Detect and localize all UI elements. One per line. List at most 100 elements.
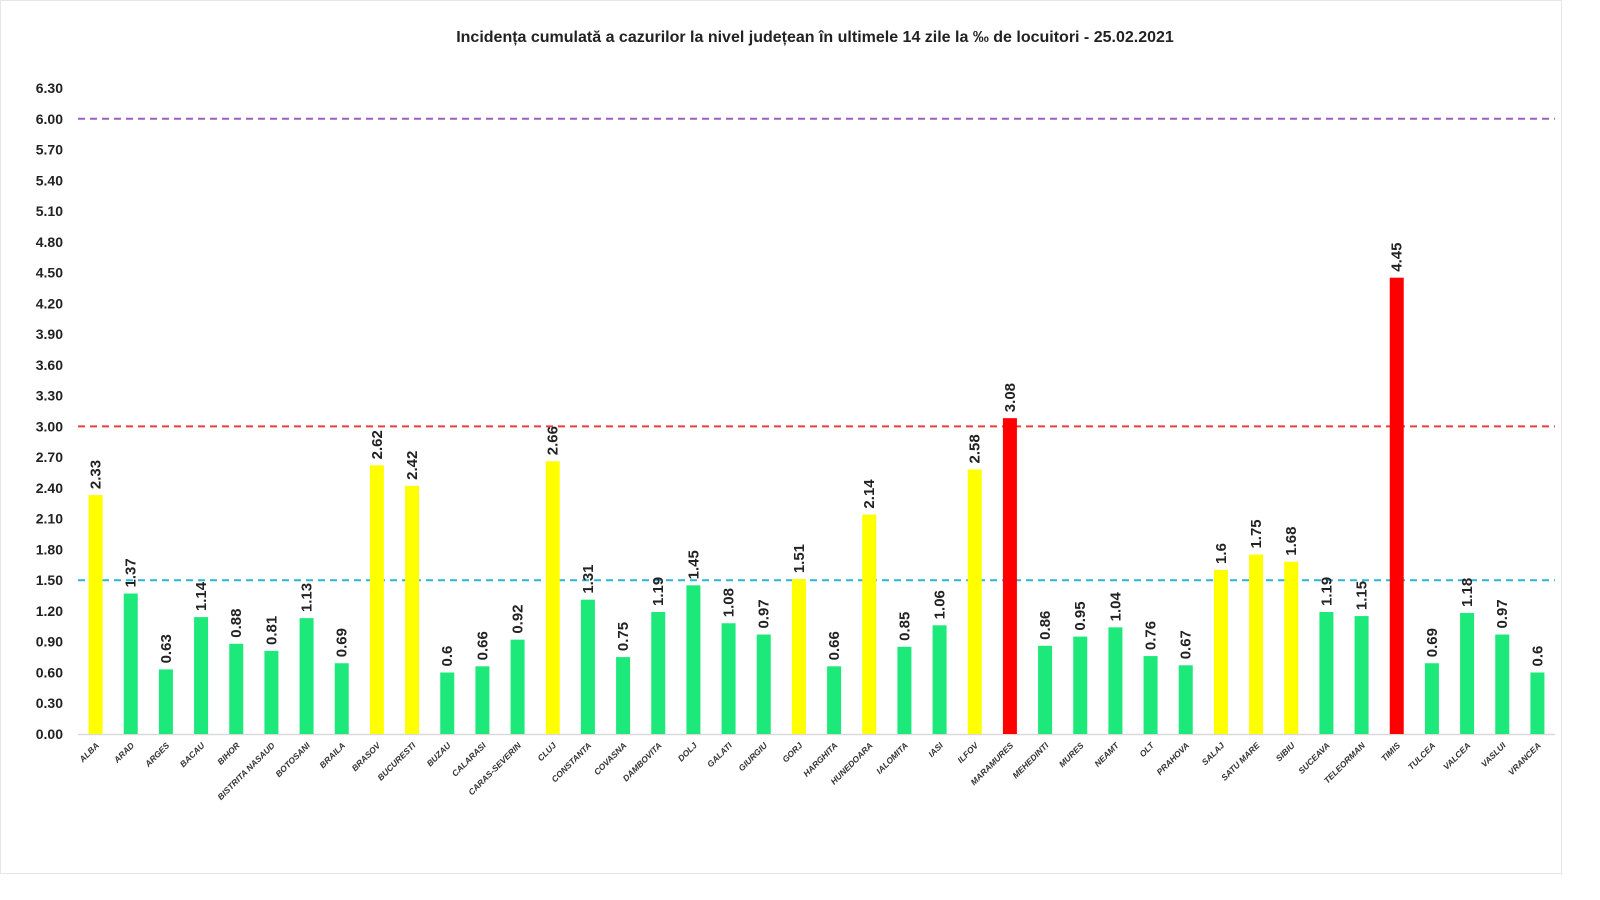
data-label: 1.04: [1107, 592, 1124, 622]
bar: [194, 617, 209, 734]
data-label: 1.19: [650, 577, 667, 606]
data-label: 0.6: [439, 646, 456, 667]
x-tick-label: GIURGIU: [736, 740, 769, 773]
data-label: 2.14: [861, 479, 878, 509]
data-label: 0.92: [510, 604, 527, 633]
y-tick-label: 4.50: [36, 265, 63, 281]
y-tick-label: 0.60: [36, 664, 63, 680]
data-label: 0.69: [334, 628, 351, 657]
data-label: 3.08: [1002, 383, 1019, 412]
bar: [1284, 561, 1299, 734]
data-label: 1.13: [299, 583, 316, 612]
x-tick-label: ARGES: [142, 740, 171, 769]
bar: [897, 646, 912, 734]
data-label: 1.31: [580, 564, 597, 593]
bar: [1424, 663, 1439, 734]
y-tick-label: 3.60: [36, 357, 63, 373]
bar: [862, 514, 877, 734]
x-tick-label: MEHEDINTI: [1010, 740, 1051, 781]
bar: [1319, 611, 1334, 734]
data-label: 2.62: [369, 430, 386, 459]
data-label: 0.63: [158, 634, 175, 663]
x-tick-label: BIHOR: [215, 740, 242, 767]
bar: [440, 672, 455, 734]
bar: [791, 579, 806, 734]
x-tick-label: SUCEAVA: [1296, 740, 1332, 776]
bar: [264, 650, 279, 734]
data-label: 1.06: [932, 590, 949, 619]
bar: [1389, 277, 1404, 734]
bar: [299, 618, 314, 734]
x-tick-label: TIMIS: [1379, 740, 1402, 763]
bar: [1495, 634, 1510, 734]
data-label: 4.45: [1389, 242, 1406, 271]
bar: [369, 465, 384, 734]
bar: [475, 666, 490, 734]
bar: [1213, 569, 1228, 734]
y-tick-label: 5.70: [36, 142, 63, 158]
y-tick-label: 1.50: [36, 572, 63, 588]
bar: [651, 611, 666, 734]
bar: [756, 634, 771, 734]
bar: [1460, 613, 1475, 734]
bar: [827, 666, 842, 734]
bar: [1178, 665, 1193, 734]
x-tick-label: GORJ: [780, 740, 804, 764]
y-tick-label: 4.20: [36, 295, 63, 311]
bar: [510, 639, 525, 734]
x-tick-label: DOLJ: [676, 740, 699, 763]
data-label: 1.08: [721, 588, 738, 617]
bar: [1354, 616, 1369, 734]
chart-frame: [0, 0, 1562, 874]
y-tick-label: 2.40: [36, 480, 63, 496]
x-tick-label: ILFOV: [955, 739, 981, 765]
y-tick-label: 3.90: [36, 326, 63, 342]
y-tick-label: 1.80: [36, 541, 63, 557]
x-tick-label: ALBA: [77, 740, 101, 764]
bar: [1073, 636, 1088, 734]
data-label: 0.81: [263, 616, 280, 645]
data-label: 0.6: [1529, 646, 1546, 667]
x-tick-label: IALOMITA: [874, 740, 910, 776]
data-label: 2.33: [88, 460, 105, 489]
data-label: 0.97: [756, 599, 773, 628]
y-tick-label: 2.10: [36, 511, 63, 527]
x-tick-label: BOTOSANI: [273, 740, 312, 779]
y-tick-label: 1.20: [36, 603, 63, 619]
bar: [932, 625, 947, 734]
y-tick-label: 5.10: [36, 203, 63, 219]
x-tick-label: VALCEA: [1441, 740, 1472, 771]
x-tick-label: BRAILA: [317, 740, 347, 770]
x-tick-label: ARAD: [111, 740, 136, 765]
y-tick-label: 0.00: [36, 726, 63, 742]
y-tick-label: 4.80: [36, 234, 63, 250]
bar: [1143, 656, 1158, 734]
y-tick-label: 5.40: [36, 172, 63, 188]
x-tick-label: BACAU: [178, 740, 207, 769]
bar: [158, 669, 173, 734]
bar: [1530, 672, 1545, 734]
data-label: 0.95: [1072, 601, 1089, 630]
x-tick-label: SATU MARE: [1219, 740, 1262, 783]
bar: [580, 599, 595, 734]
y-tick-label: 0.30: [36, 695, 63, 711]
bar: [1108, 627, 1123, 734]
x-tick-label: COVASNA: [592, 740, 629, 777]
bar: [229, 643, 244, 734]
x-tick-label: SIBIU: [1274, 740, 1298, 764]
x-tick-label: TULCEA: [1406, 740, 1437, 771]
x-tick-label: NEAMT: [1092, 740, 1121, 769]
y-tick-label: 6.00: [36, 111, 63, 127]
data-label: 1.14: [193, 581, 210, 611]
x-tick-label: BUCURESTI: [375, 740, 418, 783]
data-label: 1.18: [1459, 578, 1476, 607]
data-label: 0.88: [228, 609, 245, 638]
bar: [686, 585, 701, 734]
bar: [405, 485, 420, 734]
y-tick-label: 3.00: [36, 418, 63, 434]
data-label: 0.86: [1037, 611, 1054, 640]
data-label: 1.19: [1318, 577, 1335, 606]
bar: [334, 663, 349, 734]
